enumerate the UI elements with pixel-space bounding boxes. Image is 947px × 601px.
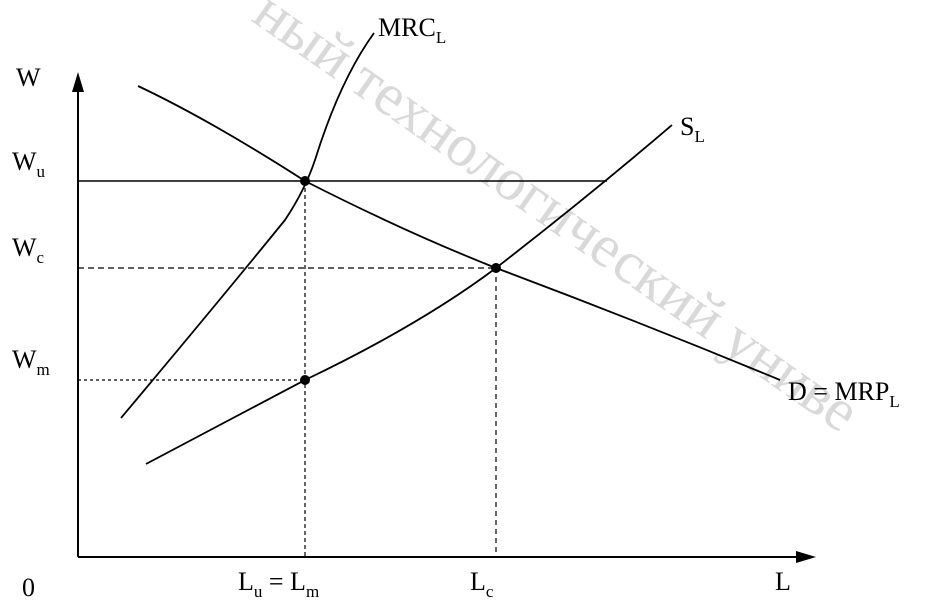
union-point (300, 176, 310, 186)
supply-curve (145, 124, 673, 465)
demand-label: D = MRPL (788, 377, 900, 411)
lu-lm-label: Lu = Lm (238, 567, 319, 601)
origin-label: 0 (22, 573, 35, 601)
y-axis-arrow (72, 72, 84, 92)
wm-label: Wm (12, 345, 50, 379)
lc-label: Lc (470, 567, 494, 601)
competitive-point (491, 263, 501, 273)
y-axis-label: W (16, 63, 41, 92)
demand-curve (137, 85, 781, 381)
supply-label: SL (680, 112, 705, 146)
x-axis-arrow (796, 551, 816, 563)
wu-label: Wu (12, 147, 46, 181)
monopsony-point (300, 375, 310, 385)
wc-label: Wc (12, 233, 45, 267)
mrc-curve (120, 32, 375, 419)
x-axis-label: L (775, 567, 791, 596)
mrc-label: MRCL (378, 13, 446, 47)
